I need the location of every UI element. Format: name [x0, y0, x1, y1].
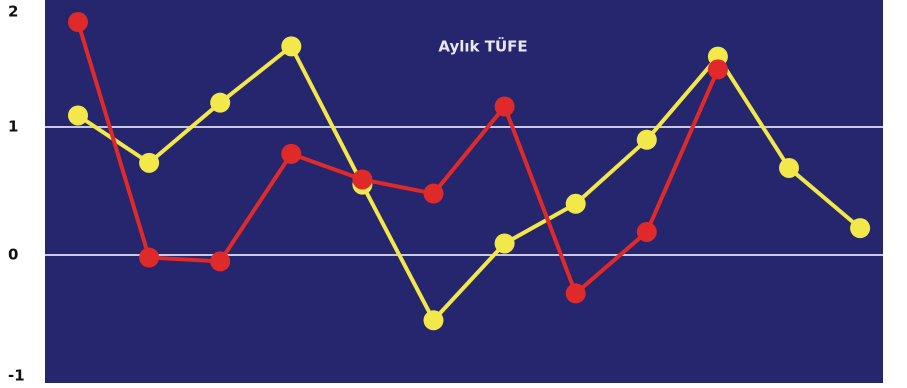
data-point [352, 169, 373, 190]
data-point [707, 59, 728, 80]
data-point [210, 251, 231, 272]
data-point [494, 233, 515, 254]
data-point [423, 183, 444, 204]
data-point [423, 310, 444, 331]
data-point [494, 96, 515, 117]
series-line [76, 44, 862, 323]
data-point [139, 152, 160, 173]
y-tick-label: -1 [8, 367, 25, 385]
plot-area [45, 0, 883, 383]
data-point [779, 157, 799, 178]
y-tick-label: 1 [8, 118, 18, 136]
data-point [139, 247, 160, 268]
y-tick-label: 0 [8, 246, 18, 264]
data-point [281, 143, 302, 164]
series-line [76, 21, 720, 296]
data-point [281, 36, 302, 57]
data-point [850, 218, 871, 239]
data-point [636, 221, 657, 242]
data-point [68, 105, 88, 126]
y-tick-label: 2 [8, 3, 18, 21]
data-point [636, 129, 657, 150]
data-point [565, 283, 586, 304]
data-point [565, 193, 586, 214]
chart-title: Aylık TÜFE [438, 37, 527, 56]
data-point [210, 92, 231, 113]
data-point [68, 12, 88, 33]
